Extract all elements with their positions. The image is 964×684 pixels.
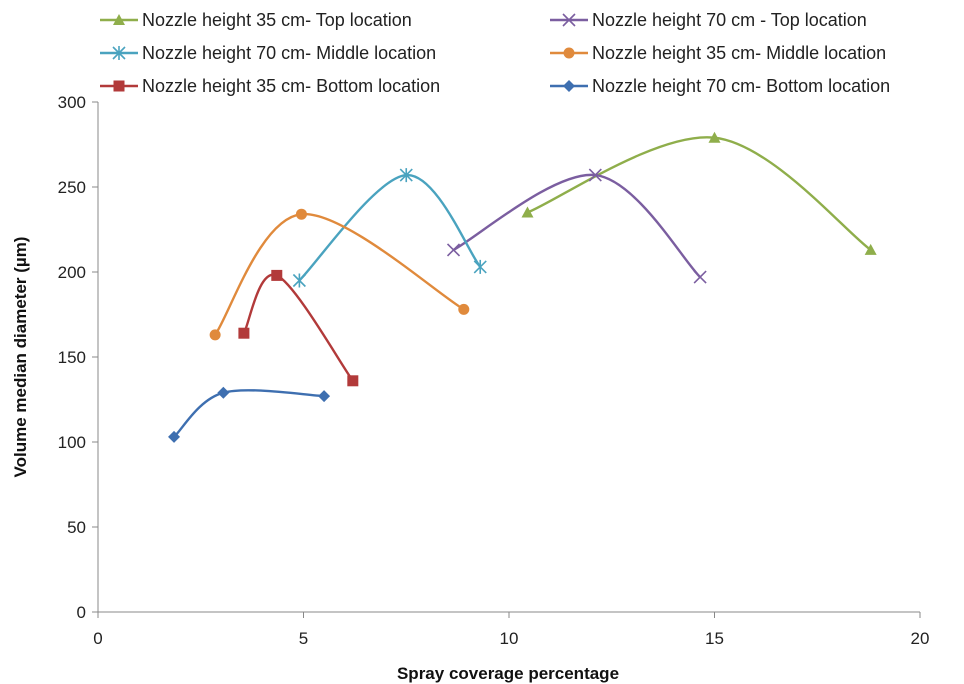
x-tick-label: 10: [500, 629, 519, 648]
data-point: [588, 168, 602, 182]
y-tick-label: 300: [58, 93, 86, 112]
x-tick-label: 5: [299, 629, 308, 648]
y-tick-label: 50: [67, 518, 86, 537]
series-6: [168, 386, 331, 443]
data-point: [693, 270, 707, 284]
y-axis-title: Volume median diameter (µm): [11, 237, 30, 478]
series-1: [521, 131, 877, 255]
series-2: [446, 168, 707, 284]
legend-label: Nozzle height 35 cm- Bottom location: [142, 76, 440, 96]
data-point: [217, 386, 230, 399]
legend-label: Nozzle height 70 cm - Top location: [592, 10, 867, 30]
legend-marker: [562, 13, 576, 27]
series-line: [173, 389, 325, 438]
data-point: [209, 329, 221, 341]
legend: Nozzle height 35 cm- Top location Nozzle …: [100, 10, 890, 96]
data-point: [295, 208, 307, 220]
legend-marker: [113, 14, 125, 25]
data-point: [318, 390, 331, 403]
y-tick-label: 200: [58, 263, 86, 282]
legend-marker: [113, 80, 125, 92]
legend-item: Nozzle height 70 cm- Bottom location: [550, 76, 890, 96]
legend-item: Nozzle height 35 cm- Middle location: [550, 43, 886, 63]
x-tick-label: 0: [93, 629, 102, 648]
legend-item: Nozzle height 70 cm - Top location: [550, 10, 867, 30]
legend-label: Nozzle height 70 cm- Bottom location: [592, 76, 890, 96]
series-layer: [168, 131, 877, 443]
data-point: [458, 303, 470, 315]
data-point: [864, 243, 877, 255]
legend-marker: [563, 47, 575, 59]
series-line: [527, 136, 872, 251]
data-point: [347, 375, 359, 387]
x-tick-label: 20: [911, 629, 930, 648]
data-point: [271, 269, 283, 281]
series-line: [298, 173, 482, 282]
series-3: [292, 168, 487, 288]
data-point: [168, 430, 181, 443]
series-line: [452, 173, 701, 278]
y-tick-label: 0: [77, 603, 86, 622]
data-point: [521, 206, 534, 218]
data-point: [292, 273, 306, 288]
legend-label: Nozzle height 70 cm- Middle location: [142, 43, 436, 63]
legend-item: Nozzle height 35 cm- Bottom location: [100, 76, 440, 96]
data-point: [238, 327, 250, 339]
axes: 0 50 100 150 200 250 300 0 5 10 15 20: [58, 93, 930, 648]
data-point: [708, 131, 721, 143]
series-line: [242, 273, 354, 382]
legend-marker: [563, 80, 575, 92]
legend-label: Nozzle height 35 cm- Middle location: [592, 43, 886, 63]
data-point: [446, 243, 461, 257]
y-tick-label: 150: [58, 348, 86, 367]
legend-item: Nozzle height 35 cm- Top location: [100, 10, 412, 30]
x-tick-label: 15: [705, 629, 724, 648]
y-tick-label: 100: [58, 433, 86, 452]
data-point: [473, 259, 487, 274]
x-axis-title: Spray coverage percentage: [397, 664, 619, 683]
y-tick-label: 250: [58, 178, 86, 197]
series-5: [238, 269, 359, 387]
data-point: [399, 168, 413, 183]
legend-label: Nozzle height 35 cm- Top location: [142, 10, 412, 30]
legend-marker: [112, 46, 126, 60]
legend-item: Nozzle height 70 cm- Middle location: [100, 43, 436, 63]
series-4: [209, 208, 470, 341]
